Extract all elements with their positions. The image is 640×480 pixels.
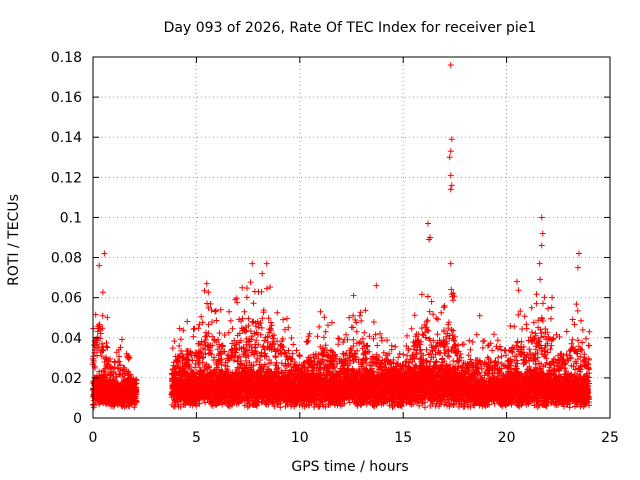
roti-point — [549, 294, 556, 301]
roti-point — [373, 282, 380, 289]
roti-point — [425, 220, 432, 227]
roti-point — [536, 260, 543, 267]
y-tick-label: 0.04 — [51, 331, 82, 347]
roti-point — [446, 154, 453, 161]
axis-ticks — [92, 56, 611, 419]
roti-point — [447, 172, 454, 179]
roti-point — [476, 312, 483, 319]
roti-point — [447, 260, 454, 267]
roti-point — [101, 250, 108, 257]
roti-point — [96, 262, 103, 269]
roti-point — [447, 148, 454, 155]
y-tick-label: 0.12 — [51, 170, 82, 186]
roti-point — [448, 136, 455, 143]
roti-point — [203, 280, 210, 287]
y-tick-label: 0 — [73, 411, 82, 427]
y-tick-label: 0.18 — [51, 50, 82, 66]
roti-point — [574, 264, 581, 271]
x-tick-label: 20 — [498, 430, 516, 446]
x-axis-label: GPS time / hours — [291, 459, 408, 475]
x-tick-label: 10 — [291, 430, 309, 446]
y-tick-label: 0.16 — [51, 90, 82, 106]
roti-point — [426, 236, 433, 243]
roti-point — [448, 182, 455, 189]
y-tick-label: 0.02 — [51, 371, 82, 387]
chart-title: Day 093 of 2026, Rate Of TEC Index for r… — [164, 20, 537, 36]
y-tick-label: 0.14 — [51, 130, 82, 146]
plot-frame — [92, 56, 611, 419]
roti-point — [317, 308, 324, 315]
roti-point-cloud — [89, 270, 593, 411]
grid-lines — [93, 57, 610, 418]
y-tick-label: 0.06 — [51, 291, 82, 307]
roti-point — [447, 186, 454, 193]
y-axis-label: ROTI / TECUs — [6, 194, 22, 286]
roti-point — [263, 260, 270, 267]
roti-point — [538, 242, 545, 249]
roti-point — [447, 62, 454, 69]
y-tick-label: 0.1 — [60, 210, 82, 226]
x-tick-label: 0 — [89, 430, 98, 446]
data-points — [89, 62, 593, 411]
x-tick-label: 25 — [601, 430, 619, 446]
roti-point — [513, 278, 520, 285]
roti-point — [249, 260, 256, 267]
x-tick-label: 15 — [394, 430, 412, 446]
roti-point — [350, 292, 357, 299]
roti-point — [538, 214, 545, 221]
y-tick-label: 0.08 — [51, 251, 82, 267]
roti-point — [539, 230, 546, 237]
axis-tick-labels: 0 5 10 15 20 25 0 0.02 0.04 0.06 0.08 0.1 0.12 0.14 0.… — [51, 50, 619, 446]
roti-point — [586, 328, 593, 335]
x-tick-label: 5 — [192, 430, 201, 446]
roti-point — [575, 250, 582, 257]
